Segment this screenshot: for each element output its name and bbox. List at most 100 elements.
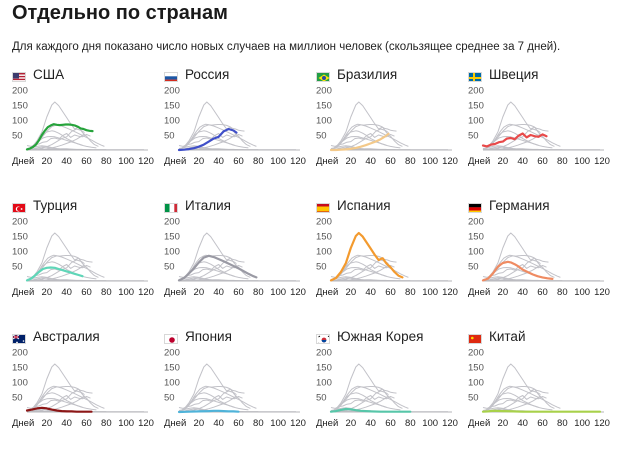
- y-tick-label: 100: [12, 378, 28, 389]
- background-series-line: [178, 386, 257, 412]
- flag-es-icon: [316, 203, 330, 213]
- flag-au-icon: [12, 334, 26, 344]
- background-series-line: [178, 363, 251, 412]
- flag-it-icon: [164, 203, 178, 213]
- x-tick-label: Дней: [12, 287, 34, 298]
- flag-se-icon: [468, 72, 482, 82]
- country-panel-italy: Италия 50 100 150 200 Дней 20 40 60 80 100 120: [164, 198, 309, 311]
- background-series-line: [330, 124, 409, 150]
- background-series-line: [482, 130, 553, 150]
- background-series-line: [26, 392, 97, 412]
- x-tick-label: 100: [118, 287, 134, 298]
- x-tick-label: Дней: [12, 418, 34, 429]
- y-tick-label: 150: [468, 363, 484, 374]
- y-tick-label: 100: [164, 247, 180, 258]
- x-tick-label: 40: [61, 156, 72, 167]
- flag-br-icon: [316, 72, 330, 82]
- country-label: Австралия: [33, 329, 100, 344]
- x-tick-label: 120: [138, 287, 154, 298]
- y-tick-label: 150: [316, 232, 332, 243]
- x-tick-label: 20: [498, 156, 509, 167]
- y-tick-label: 150: [316, 101, 332, 112]
- x-tick-label: 100: [270, 287, 286, 298]
- y-tick-label: 150: [12, 363, 28, 374]
- x-tick-label: 20: [498, 287, 509, 298]
- x-tick-label: 120: [290, 418, 306, 429]
- country-panel-spain: Испания 50 100 150 200 Дней 20 40 60 80 100 120: [316, 198, 461, 311]
- y-tick-label: 200: [12, 86, 28, 97]
- x-tick-label: 20: [346, 287, 357, 298]
- x-tick-label: 120: [290, 156, 306, 167]
- country-panel-japan: Япония 50 100 150 200 Дней 20 40 60 80 100 120: [164, 329, 309, 442]
- x-tick-label: Дней: [468, 287, 490, 298]
- chart-japan: 50 100 150 200 Дней 20 40 60 80 100 120: [164, 348, 306, 430]
- x-tick-label: 100: [270, 156, 286, 167]
- y-tick-label: 100: [468, 378, 484, 389]
- y-tick-label: 100: [316, 378, 332, 389]
- y-tick-label: 150: [164, 101, 180, 112]
- x-tick-label: 20: [194, 418, 205, 429]
- x-tick-label: 100: [270, 418, 286, 429]
- series-line: [329, 132, 390, 152]
- x-tick-label: Дней: [468, 418, 490, 429]
- chart-germany: 50 100 150 200 Дней 20 40 60 80 100 120: [468, 217, 610, 299]
- x-tick-label: 120: [442, 156, 458, 167]
- series-line: [177, 409, 240, 414]
- background-series-line: [482, 101, 555, 150]
- x-tick-label: 120: [594, 287, 610, 298]
- x-tick-label: 60: [385, 287, 396, 298]
- background-series-line: [330, 363, 403, 412]
- background-series-line: [26, 261, 97, 281]
- x-tick-label: 120: [290, 287, 306, 298]
- y-tick-label: 200: [164, 348, 180, 359]
- series-line: [177, 127, 238, 152]
- background-series-line: [178, 395, 243, 409]
- y-tick-label: 150: [12, 101, 28, 112]
- background-series-line: [26, 232, 99, 281]
- background-series-line: [482, 386, 561, 412]
- flag-jp-icon: [164, 334, 178, 344]
- x-tick-label: 80: [101, 418, 112, 429]
- background-series-line: [26, 264, 91, 278]
- x-tick-label: 60: [537, 287, 548, 298]
- country-label: Испания: [337, 198, 391, 213]
- x-tick-label: 80: [253, 418, 264, 429]
- background-series-line: [26, 133, 91, 147]
- country-panel-germany: Германия 50 100 150 200 Дней 20 40 60 80 100 120: [468, 198, 613, 311]
- flag-us-icon: [12, 72, 26, 82]
- country-label: Германия: [489, 198, 550, 213]
- x-tick-label: 120: [594, 418, 610, 429]
- y-tick-label: 100: [468, 247, 484, 258]
- flag-de-icon: [468, 203, 482, 213]
- y-tick-label: 50: [468, 131, 479, 142]
- x-tick-label: 100: [118, 156, 134, 167]
- y-tick-label: 50: [468, 393, 479, 404]
- y-tick-label: 100: [164, 378, 180, 389]
- background-series-line: [330, 264, 395, 278]
- x-tick-label: 80: [253, 156, 264, 167]
- country-panel-sweden: Швеция 50 100 150 200 Дней 20 40 60 80 100 120: [468, 67, 613, 180]
- y-tick-label: 50: [316, 131, 327, 142]
- x-tick-label: 120: [594, 156, 610, 167]
- x-tick-label: 80: [557, 287, 568, 298]
- x-tick-label: 100: [118, 418, 134, 429]
- y-tick-label: 150: [164, 363, 180, 374]
- background-series-line: [178, 101, 251, 150]
- background-series-line: [330, 386, 409, 412]
- series-line: [481, 132, 548, 148]
- y-tick-label: 50: [12, 131, 23, 142]
- x-tick-label: Дней: [164, 418, 186, 429]
- flag-tr-icon: [12, 203, 26, 213]
- x-tick-label: 80: [405, 287, 416, 298]
- x-tick-label: 80: [101, 156, 112, 167]
- x-tick-label: 80: [557, 418, 568, 429]
- x-tick-label: 120: [138, 418, 154, 429]
- y-tick-label: 100: [316, 247, 332, 258]
- y-tick-label: 100: [468, 116, 484, 127]
- chart-china: 50 100 150 200 Дней 20 40 60 80 100 120: [468, 348, 610, 430]
- country-label: США: [33, 67, 65, 82]
- x-tick-label: Дней: [468, 156, 490, 167]
- x-tick-label: 40: [517, 156, 528, 167]
- y-tick-label: 100: [12, 116, 28, 127]
- x-tick-label: 80: [101, 287, 112, 298]
